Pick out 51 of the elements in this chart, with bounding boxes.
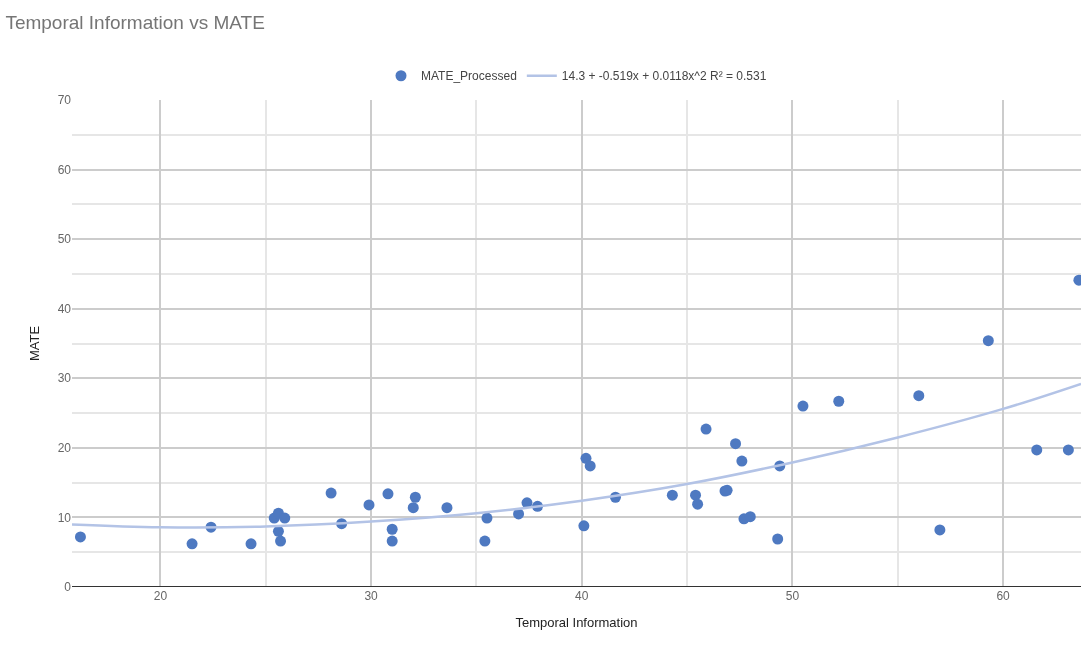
- point: [441, 502, 453, 514]
- point: [275, 535, 287, 547]
- point: [481, 512, 493, 524]
- point: [700, 423, 712, 435]
- point: [736, 455, 748, 467]
- x-tick-label: 50: [785, 589, 800, 603]
- point: [584, 460, 596, 472]
- point: [363, 499, 375, 511]
- point: [1062, 444, 1074, 456]
- point: [833, 395, 845, 407]
- legend-label: MATE_Processed: [421, 69, 517, 84]
- point: [279, 512, 291, 524]
- point: [913, 390, 925, 402]
- point: [690, 489, 702, 501]
- x-tick-label: 20: [153, 589, 168, 603]
- x-tick-label: 30: [364, 589, 379, 603]
- point: [74, 531, 86, 543]
- point: [1031, 444, 1043, 456]
- point: [934, 524, 946, 536]
- point: [325, 487, 337, 499]
- chart-title: Temporal Information vs MATE: [5, 12, 265, 34]
- point: [578, 520, 590, 532]
- point: [744, 511, 756, 523]
- y-tick-label: 50: [57, 232, 72, 247]
- point: [409, 491, 421, 503]
- x-tick-label: 60: [996, 589, 1011, 603]
- point: [479, 535, 491, 547]
- y-tick-label: 60: [57, 162, 72, 177]
- point: [730, 438, 742, 450]
- point: [666, 489, 678, 501]
- point: [982, 335, 994, 347]
- y-tick-label: 70: [57, 93, 72, 108]
- point: [245, 538, 257, 550]
- y-axis-title: MATE: [26, 325, 42, 362]
- point: [186, 538, 198, 550]
- y-tick-label: 20: [57, 441, 72, 456]
- x-axis-title: Temporal Information: [515, 614, 638, 630]
- point: [386, 523, 398, 535]
- y-tick-label: 30: [57, 371, 72, 386]
- line-series: [72, 382, 1081, 529]
- y-tick-label: 40: [57, 301, 72, 316]
- legend-label: 14.3 + -0.519x + 0.0118x^2 R² = 0.531: [561, 69, 767, 84]
- y-tick-label: 10: [57, 510, 72, 525]
- x-tick-label: 40: [575, 589, 589, 603]
- point: [772, 533, 784, 545]
- point: [407, 502, 419, 514]
- point: [382, 488, 394, 500]
- point: [797, 400, 809, 412]
- y-tick-label: 0: [64, 580, 72, 595]
- point: [692, 498, 704, 510]
- point: [386, 535, 398, 547]
